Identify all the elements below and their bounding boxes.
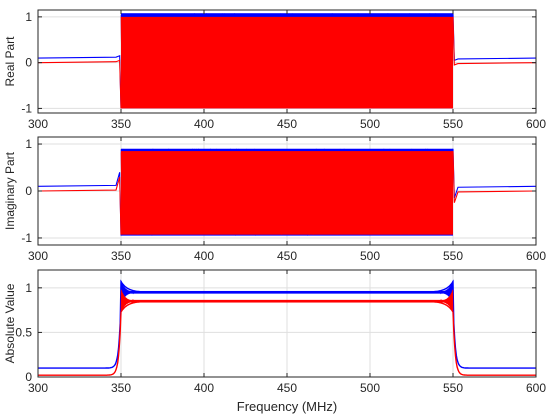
y-tick-label: 1 (25, 10, 32, 24)
y-tick-label: 1 (25, 281, 32, 295)
y-axis-label: Absolute Value (3, 283, 17, 363)
x-tick-label: 300 (28, 117, 48, 131)
y-tick-label: -1 (21, 231, 32, 245)
x-tick-label: 450 (277, 381, 297, 395)
x-tick-label: 300 (28, 381, 48, 395)
x-tick-label: 450 (277, 249, 297, 263)
x-tick-label: 550 (443, 249, 463, 263)
panel-1: 300 350 400 450 500 550 600 -1 0 1 Real Part (3, 9, 546, 131)
x-tick-label: 500 (360, 249, 380, 263)
x-tick-label: 550 (443, 117, 463, 131)
x-tick-label: 400 (194, 249, 214, 263)
series-red-oscillation (120, 16, 453, 109)
panel-3: 300 350 400 450 500 550 600 0 0.5 1 Absolute Value (3, 269, 546, 395)
x-tick-label: 600 (526, 381, 546, 395)
x-tick-label: 550 (443, 381, 463, 395)
series-red-right (452, 151, 536, 203)
series-group (38, 13, 536, 109)
figure-xlabel: Frequency (MHz) (237, 399, 337, 414)
x-tick-label: 300 (28, 249, 48, 263)
x-tick-label: 350 (111, 249, 131, 263)
x-tick-label: 450 (277, 117, 297, 131)
series-group (38, 279, 536, 376)
y-tick-label: 0 (25, 184, 32, 198)
series-red-oscillation (120, 151, 453, 235)
y-tick-label: 1 (25, 137, 32, 151)
y-tick-label: -1 (21, 101, 32, 115)
series-blue-level-band (122, 290, 452, 294)
y-axis-label: Imaginary Part (3, 151, 17, 230)
x-tick-label: 500 (360, 381, 380, 395)
series-red-level-band (122, 299, 452, 303)
x-tick-label: 400 (194, 117, 214, 131)
x-tick-label: 600 (526, 117, 546, 131)
y-tick-label: 0 (25, 370, 32, 384)
panel-2: 300 350 400 450 500 550 600 -1 0 1 Imaginary Part (3, 136, 546, 263)
series-red-right (452, 16, 536, 66)
y-axis-label: Real Part (3, 36, 17, 87)
x-tick-label: 350 (111, 117, 131, 131)
y-tick-label: 0 (25, 56, 32, 70)
x-tick-label: 600 (526, 249, 546, 263)
x-tick-label: 400 (194, 381, 214, 395)
series-red-left (38, 176, 122, 235)
y-tick-label: 0.5 (15, 325, 32, 339)
x-tick-label: 350 (111, 381, 131, 395)
series-group (38, 148, 536, 236)
series-red-left (38, 59, 122, 109)
x-tick-label: 500 (360, 117, 380, 131)
